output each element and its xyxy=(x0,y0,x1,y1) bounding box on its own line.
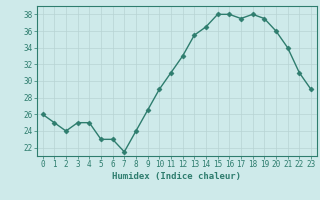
X-axis label: Humidex (Indice chaleur): Humidex (Indice chaleur) xyxy=(112,172,241,181)
